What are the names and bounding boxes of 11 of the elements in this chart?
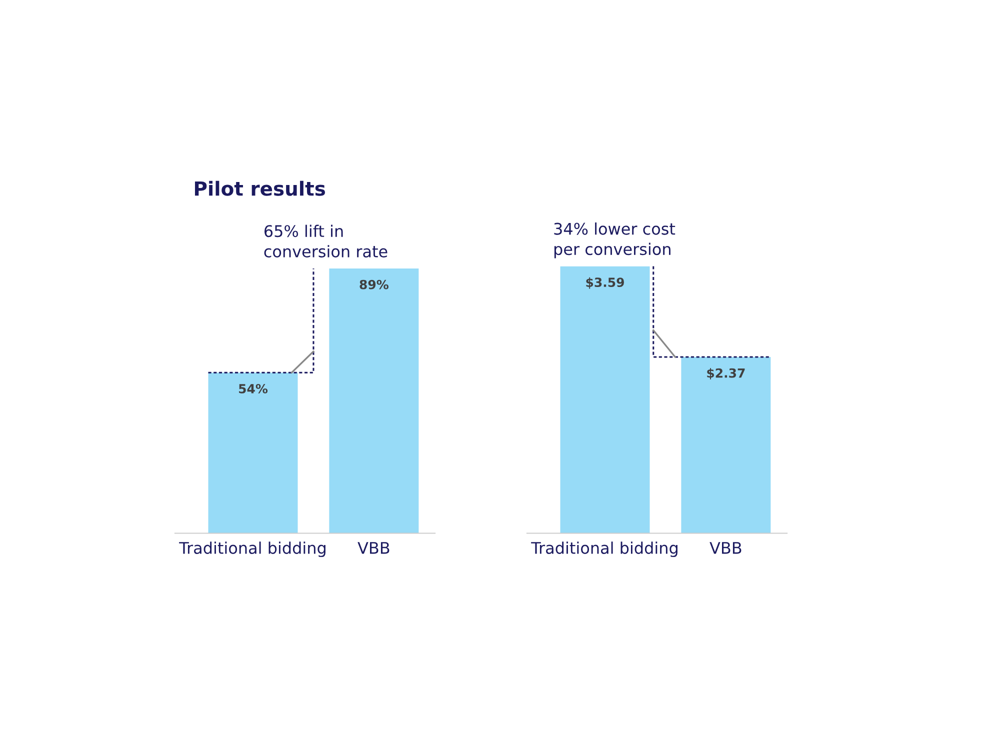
data-label: 89% bbox=[360, 280, 388, 290]
data-label: $2.37 bbox=[707, 368, 745, 380]
x-tick-label: Traditional bidding bbox=[531, 542, 678, 558]
text: 65% lift in conversion rate bbox=[264, 224, 388, 258]
x-tick-label: Traditional bidding bbox=[179, 542, 326, 558]
chart-title: Pilot results bbox=[194, 180, 326, 196]
text: 34% lower cost per conversion bbox=[554, 222, 676, 258]
data-label: $3.59 bbox=[586, 277, 624, 289]
x-tick-label: VBB bbox=[710, 542, 742, 554]
data-label: 54% bbox=[239, 384, 268, 394]
x-tick-label: VBB bbox=[358, 542, 390, 554]
